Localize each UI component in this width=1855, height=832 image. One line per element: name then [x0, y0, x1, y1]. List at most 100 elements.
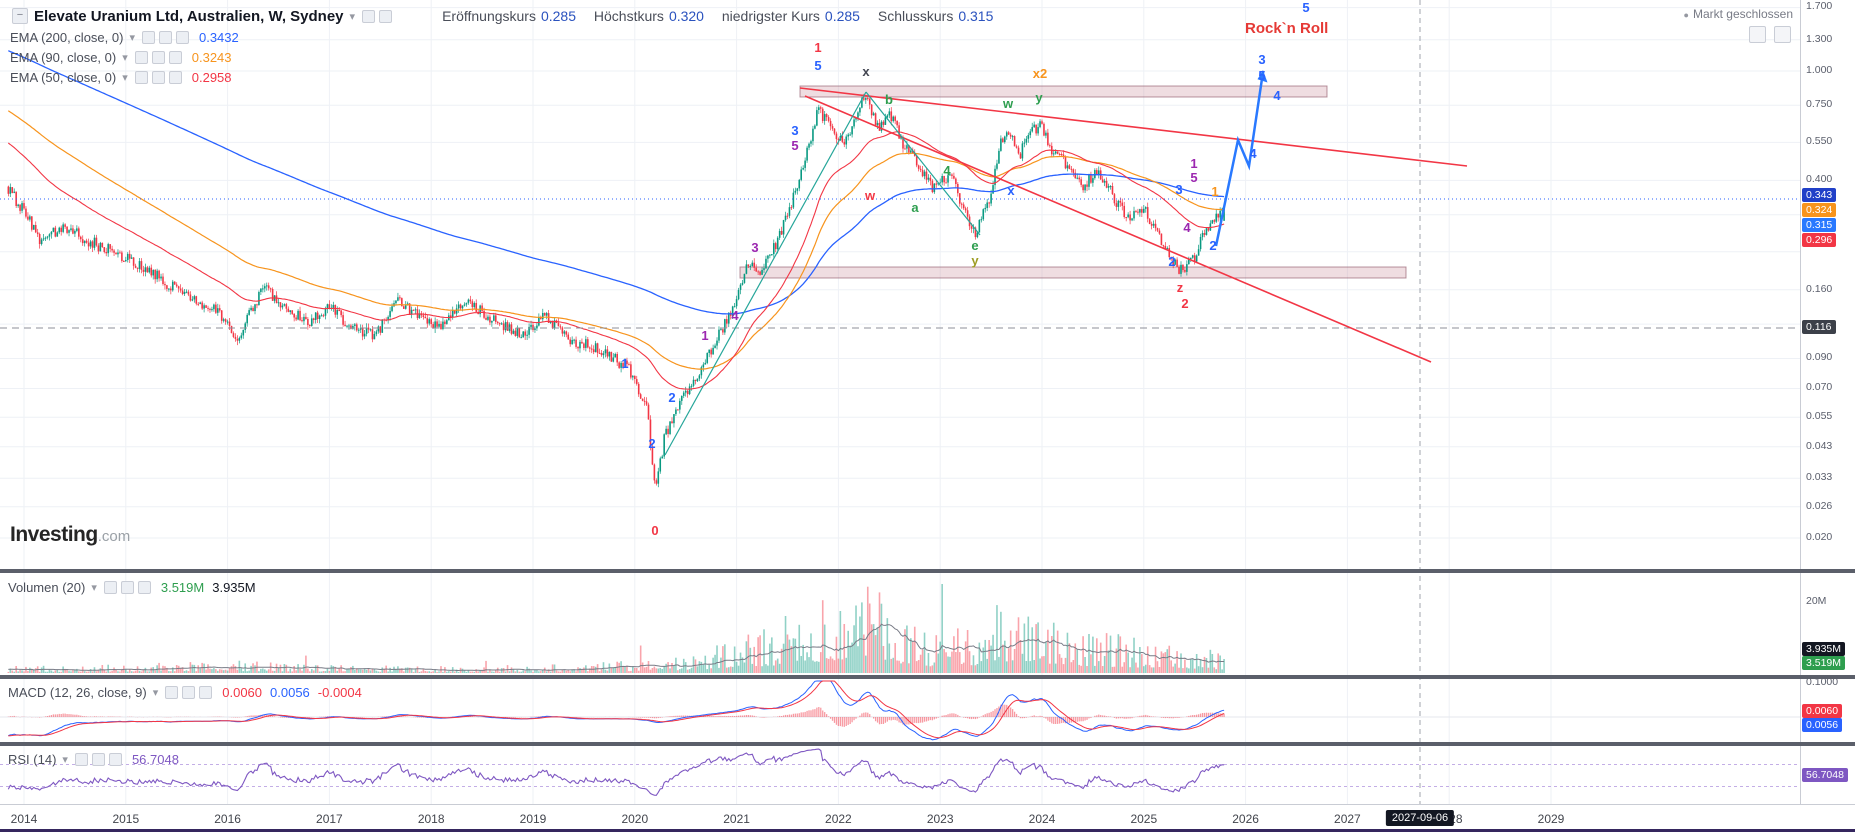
- svg-text:x: x: [1007, 183, 1015, 198]
- ohlc-label: Schlusskurs: [877, 8, 954, 24]
- axis-label: 0.026: [1806, 500, 1833, 512]
- ohlc-label: Eröffnungskurs: [442, 8, 536, 24]
- pane-resize-handle[interactable]: [0, 569, 1855, 573]
- axis-price-badge: 56.7048: [1802, 768, 1848, 782]
- chevron-down-icon: ▾: [152, 686, 159, 699]
- indicator-label: Volumen (20): [8, 579, 86, 595]
- close-icon[interactable]: [175, 30, 189, 44]
- axis-price-badge: 0.296: [1802, 233, 1837, 247]
- settings-icon[interactable]: [151, 70, 165, 84]
- svg-text:3: 3: [751, 240, 758, 255]
- close-icon[interactable]: [199, 685, 213, 699]
- market-status-text: Markt geschlossen: [1692, 7, 1793, 21]
- svg-text:4: 4: [731, 308, 739, 323]
- settings-icon[interactable]: [120, 580, 134, 594]
- svg-text:3: 3: [1258, 52, 1265, 67]
- time-axis[interactable]: 2027-09-06 2014 2015 2016 2017 2018 2019 2020 2…: [0, 804, 1855, 832]
- chevron-down-icon: ▾: [62, 753, 68, 766]
- indicator-label: MACD (12, 26, close, 9): [8, 684, 147, 700]
- svg-text:2: 2: [1209, 238, 1216, 253]
- axis-price-badge: 0.315: [1802, 218, 1837, 232]
- svg-text:2: 2: [648, 436, 655, 451]
- svg-text:a: a: [911, 200, 919, 215]
- visibility-icon[interactable]: [103, 580, 117, 594]
- svg-text:2: 2: [1168, 254, 1175, 269]
- settings-icon[interactable]: [151, 50, 165, 64]
- visibility-icon[interactable]: [134, 70, 148, 84]
- volume-legend[interactable]: Volumen (20) ▾ 3.519M 3.935M: [8, 577, 256, 597]
- pane-resize-handle[interactable]: [0, 675, 1855, 679]
- axis-label: 20M: [1806, 595, 1827, 607]
- market-status: ● Markt geschlossen: [1684, 7, 1793, 21]
- chevron-down-icon[interactable]: ▾: [349, 10, 356, 23]
- settings-icon[interactable]: [182, 685, 196, 699]
- time-axis-year: 2024: [1028, 812, 1056, 826]
- axis-price-badge: 3.519M: [1802, 656, 1846, 670]
- ohlc-value: 0.320: [668, 8, 704, 24]
- indicator-legend-ema50[interactable]: EMA (50, close, 0) ▾ 0.2958: [10, 67, 993, 87]
- time-axis-year: 2023: [926, 812, 954, 826]
- svg-text:1: 1: [1190, 156, 1197, 171]
- chevron-down-icon: ▾: [91, 581, 97, 594]
- axis-price-badge: 0.343: [1802, 188, 1837, 202]
- svg-text:4: 4: [1273, 88, 1281, 103]
- time-axis-year: 2018: [417, 812, 445, 826]
- indicator-label: EMA (50, close, 0): [10, 69, 117, 85]
- trend-lines[interactable]: [664, 87, 1468, 456]
- time-axis-year: 2021: [723, 812, 750, 826]
- pane-resize-handle[interactable]: [0, 742, 1855, 746]
- macd-histogram-value: 0.0060: [222, 684, 263, 700]
- visibility-icon[interactable]: [165, 685, 179, 699]
- indicator-legend-ema200[interactable]: EMA (200, close, 0) ▾ 0.3432: [10, 27, 993, 47]
- visibility-icon[interactable]: [362, 9, 376, 23]
- status-dot-icon: ●: [1683, 10, 1689, 20]
- close-icon[interactable]: [168, 50, 182, 64]
- price-axis[interactable]: 1.700 1.300 1.000 0.750 0.550 0.400 0.160 0.090…: [1800, 0, 1855, 832]
- horizontal-lines[interactable]: [0, 198, 1800, 329]
- ema-lines: [7, 50, 1225, 390]
- visibility-icon[interactable]: [141, 30, 155, 44]
- settings-icon[interactable]: [158, 30, 172, 44]
- chevron-down-icon: ▾: [129, 31, 135, 44]
- settings-icon[interactable]: [91, 752, 105, 766]
- symbol-title[interactable]: Elevate Uranium Ltd, Australien, W, Sydn…: [34, 7, 344, 25]
- chart-corner-controls: [1747, 26, 1793, 48]
- investing-logo[interactable]: Investing.com: [10, 523, 130, 547]
- rsi-value: 56.7048: [131, 751, 179, 767]
- time-axis-year: 2029: [1537, 812, 1565, 826]
- svg-text:3: 3: [791, 123, 798, 138]
- camera-icon[interactable]: [1748, 26, 1766, 43]
- chart-legend: − Elevate Uranium Ltd, Australien, W, Sy…: [10, 5, 993, 87]
- time-axis-year: 2017: [316, 812, 343, 826]
- time-axis-year: 2019: [519, 812, 547, 826]
- axis-label: 0.020: [1806, 531, 1833, 543]
- svg-text:y: y: [971, 253, 979, 268]
- settings-icon[interactable]: [379, 9, 393, 23]
- svg-text:b: b: [885, 92, 893, 107]
- svg-text:w: w: [1002, 96, 1014, 111]
- indicator-legend-ema90[interactable]: EMA (90, close, 0) ▾ 0.3243: [10, 47, 993, 67]
- close-icon[interactable]: [137, 580, 151, 594]
- macd-legend[interactable]: MACD (12, 26, close, 9) ▾ 0.0060 0.0056 …: [8, 682, 362, 702]
- close-icon[interactable]: [108, 752, 122, 766]
- symbol-header-row: − Elevate Uranium Ltd, Australien, W, Sy…: [10, 5, 993, 27]
- time-axis-year: 2015: [112, 812, 140, 826]
- zone-boxes[interactable]: [739, 85, 1407, 279]
- indicator-value: 0.3243: [191, 49, 232, 65]
- svg-text:z: z: [1177, 280, 1184, 295]
- visibility-icon[interactable]: [74, 752, 88, 766]
- projection-arrow[interactable]: [1214, 70, 1268, 247]
- grid: [0, 0, 1800, 804]
- instrument-icon[interactable]: −: [12, 8, 28, 24]
- visibility-icon[interactable]: [134, 50, 148, 64]
- svg-text:4: 4: [1183, 220, 1191, 235]
- close-icon[interactable]: [168, 70, 182, 84]
- axis-label: 0.033: [1806, 471, 1833, 483]
- macd-signal-value: -0.0004: [317, 684, 362, 700]
- maximize-icon[interactable]: [1774, 26, 1791, 43]
- rsi-legend[interactable]: RSI (14) ▾ 56.7048: [8, 749, 179, 769]
- axis-label: 0.090: [1806, 351, 1833, 363]
- svg-text:e: e: [971, 238, 978, 253]
